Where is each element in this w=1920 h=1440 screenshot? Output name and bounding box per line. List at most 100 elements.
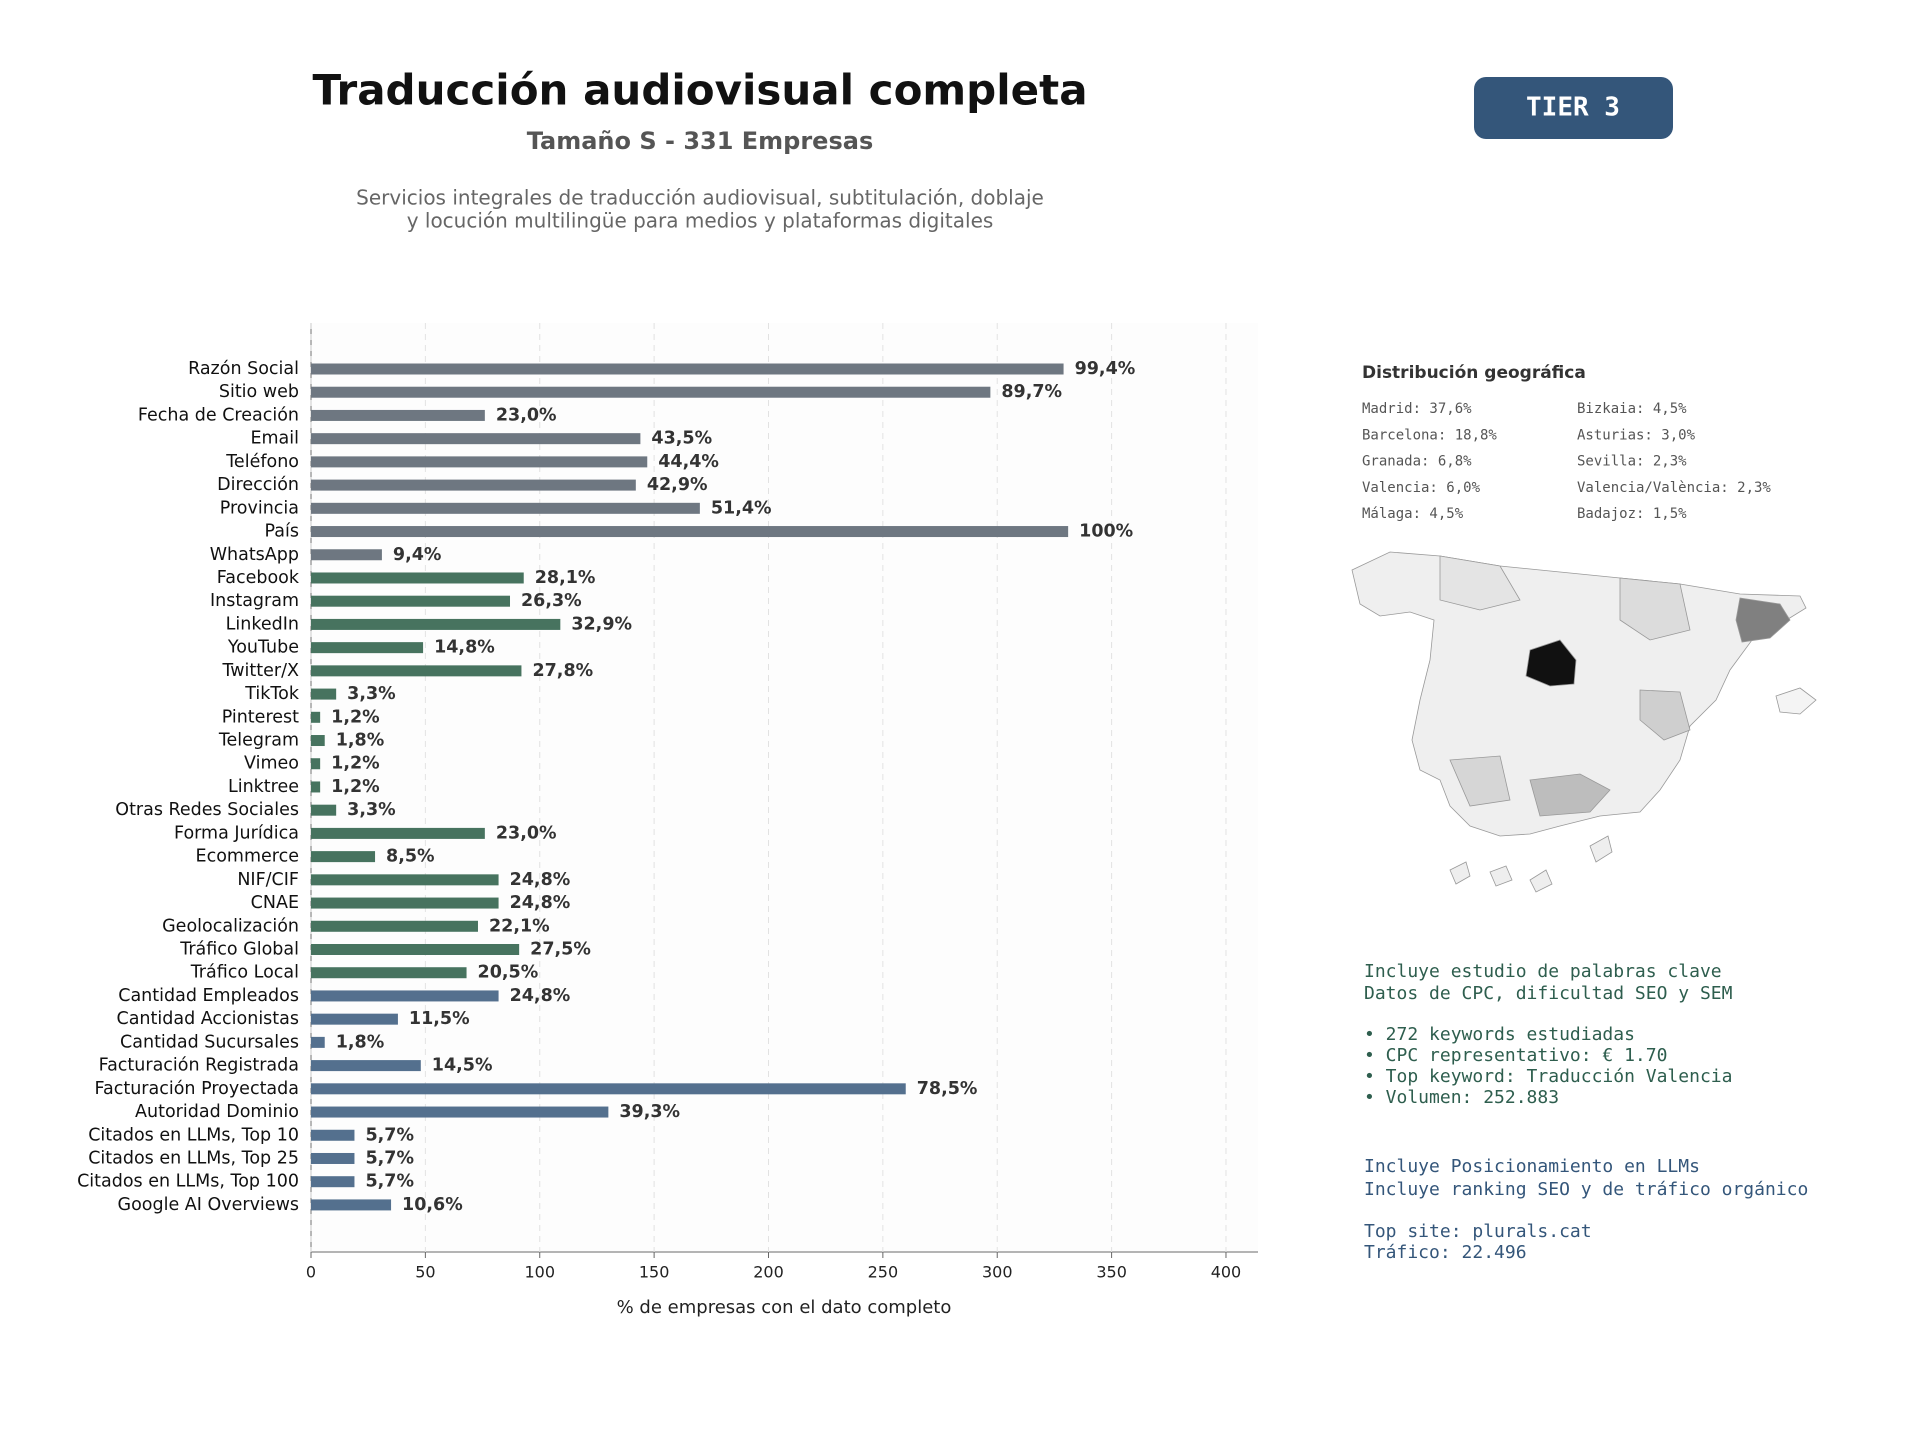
note: Top site: plurals.cat (1364, 1221, 1592, 1242)
data-label: 24,8% (510, 893, 571, 913)
map-region (1735, 597, 1791, 643)
bar (311, 572, 524, 584)
bar (311, 386, 991, 398)
note: Incluye Posicionamiento en LLMs (1364, 1156, 1700, 1177)
data-label: 24,8% (510, 870, 571, 890)
x-tick-label: 200 (753, 1263, 784, 1282)
geo-title: Distribución geográfica (1362, 363, 1586, 383)
y-tick-label: Geolocalización (162, 916, 299, 936)
y-tick-label: Citados en LLMs, Top 25 (88, 1148, 299, 1168)
geo-item: Valencia/València: 2,3% (1577, 480, 1771, 496)
x-tick-label: 50 (415, 1263, 435, 1282)
bar (311, 642, 424, 654)
x-tick-label: 100 (524, 1263, 555, 1282)
badge-text: TIER 3 (1526, 93, 1620, 123)
data-label: 8,5% (386, 847, 435, 867)
y-tick-label: Sitio web (219, 382, 299, 402)
geo-item: Bizkaia: 4,5% (1577, 401, 1687, 417)
y-tick-label: Autoridad Dominio (135, 1102, 299, 1122)
data-label: 1,2% (331, 754, 380, 774)
data-label: 27,5% (530, 940, 591, 960)
bar (311, 920, 478, 932)
map-canaries (1449, 835, 1613, 893)
badge (1474, 77, 1673, 139)
y-tick-label: Citados en LLMs, Top 100 (77, 1172, 299, 1192)
data-label: 10,6% (402, 1195, 463, 1215)
data-label: 78,5% (917, 1079, 978, 1099)
y-tick-label: Tráfico Local (190, 963, 299, 983)
data-label: 5,7% (365, 1148, 414, 1168)
data-label: 1,8% (336, 1032, 385, 1052)
data-label: 100% (1079, 522, 1133, 542)
bar (311, 433, 641, 445)
y-tick-label: Tráfico Global (179, 940, 299, 960)
y-tick-label: YouTube (227, 638, 299, 658)
y-tick-label: Dirección (217, 475, 299, 495)
y-tick-label: Email (250, 429, 299, 449)
x-tick-label: 300 (982, 1263, 1013, 1282)
data-label: 1,8% (336, 731, 385, 751)
y-tick-label: LinkedIn (226, 614, 299, 634)
bar (311, 456, 648, 468)
bar (311, 409, 485, 421)
x-tick-label: 0 (306, 1263, 316, 1282)
bar (311, 758, 321, 770)
bar (311, 1060, 421, 1072)
bar (311, 944, 520, 955)
geo-item: Sevilla: 2,3% (1577, 454, 1687, 470)
bar (311, 502, 700, 514)
bar (311, 363, 1064, 375)
x-tick-label: 350 (1096, 1263, 1127, 1282)
x-tick-label: 250 (868, 1263, 899, 1282)
data-label: 99,4% (1075, 359, 1136, 379)
plot-area (311, 323, 1258, 1252)
data-label: 24,8% (510, 986, 571, 1006)
y-tick-label: WhatsApp (210, 545, 299, 565)
data-label: 32,9% (571, 614, 632, 634)
data-label: 43,5% (651, 429, 712, 449)
data-label: 28,1% (535, 568, 596, 588)
y-tick-label: Instagram (210, 591, 299, 611)
data-label: 44,4% (658, 452, 719, 472)
bar (311, 688, 337, 700)
bar (311, 711, 321, 723)
y-tick-label: Cantidad Sucursales (120, 1032, 299, 1052)
y-tick-label: Fecha de Creación (138, 405, 299, 425)
map-region (1529, 773, 1611, 817)
bar (311, 804, 337, 816)
map-region (1439, 555, 1521, 611)
y-tick-label: TikTok (244, 684, 300, 704)
data-label: 14,8% (434, 638, 495, 658)
bar (311, 1129, 355, 1141)
y-tick-label: NIF/CIF (237, 870, 299, 890)
bar (311, 526, 1069, 538)
y-tick-label: Facturación Registrada (99, 1056, 299, 1076)
geo-item: Badajoz: 1,5% (1577, 506, 1687, 522)
y-tick-label: CNAE (251, 893, 299, 913)
data-label: 42,9% (647, 475, 708, 495)
data-label: 5,7% (365, 1125, 414, 1145)
x-tick-label: 400 (1211, 1263, 1242, 1282)
y-tick-label: Ecommerce (196, 847, 299, 867)
y-tick-label: Facebook (217, 568, 300, 588)
bar (311, 1152, 355, 1164)
bar (311, 1036, 325, 1048)
bar (311, 1013, 398, 1025)
geo-item: Asturias: 3,0% (1577, 427, 1696, 443)
x-axis-label: % de empresas con el dato completo (617, 1297, 952, 1318)
bar (311, 735, 325, 747)
chart-subtitle: Tamaño S - 331 Empresas (527, 127, 873, 155)
x-tick-label: 150 (639, 1263, 670, 1282)
chart-title: Traducción audiovisual completa (312, 66, 1087, 115)
data-label: 89,7% (1001, 382, 1062, 402)
geo-item: Madrid: 37,6% (1362, 401, 1472, 417)
bar (311, 851, 376, 863)
bar (311, 1083, 906, 1095)
bar (311, 827, 485, 839)
data-label: 11,5% (409, 1009, 470, 1029)
y-tick-label: Forma Jurídica (174, 823, 299, 843)
data-label: 3,3% (347, 800, 396, 820)
note: • Volumen: 252.883 (1364, 1087, 1559, 1108)
data-label: 9,4% (393, 545, 442, 565)
